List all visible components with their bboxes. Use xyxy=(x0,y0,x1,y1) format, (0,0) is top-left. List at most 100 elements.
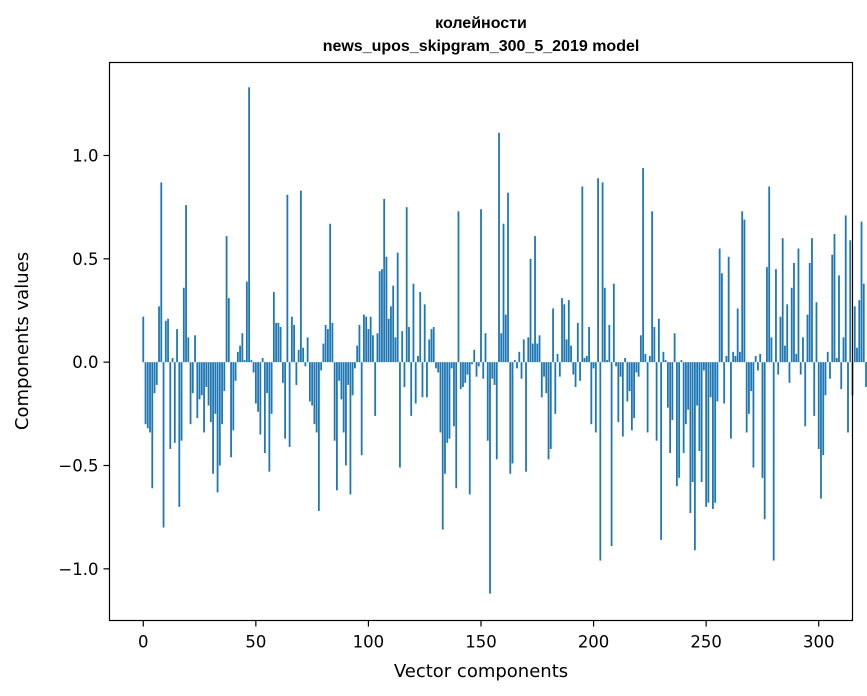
bar-248 xyxy=(700,362,703,483)
bar-81 xyxy=(324,324,327,363)
bar-3 xyxy=(149,362,151,433)
x-tick-label: 0 xyxy=(138,633,149,652)
bar-80 xyxy=(322,343,325,363)
bar-61 xyxy=(279,327,282,363)
bar-233 xyxy=(666,362,669,408)
bar-36 xyxy=(223,362,226,392)
bar-123 xyxy=(419,291,422,363)
bar-313 xyxy=(847,362,849,433)
bar-318 xyxy=(858,300,861,363)
bar-253 xyxy=(712,362,714,509)
y-tick-label: −0.5 xyxy=(58,457,98,476)
bar-312 xyxy=(844,215,847,363)
bar-69 xyxy=(297,349,300,363)
bar-21 xyxy=(189,362,192,425)
bar-204 xyxy=(601,182,604,363)
bar-257 xyxy=(721,273,723,363)
bar-22 xyxy=(191,362,194,394)
bar-260 xyxy=(727,256,730,363)
bar-92 xyxy=(349,362,352,495)
bar-93 xyxy=(351,362,354,396)
bar-72 xyxy=(304,362,307,367)
bar-106 xyxy=(381,269,383,363)
bar-169 xyxy=(522,339,525,363)
bar-314 xyxy=(849,240,852,363)
bar-229 xyxy=(657,318,660,363)
bar-160 xyxy=(502,223,505,363)
bar-287 xyxy=(788,362,791,383)
bar-213 xyxy=(621,362,624,437)
bar-58 xyxy=(272,291,275,363)
bar-54 xyxy=(263,362,266,454)
bar-250 xyxy=(705,362,708,507)
bar-168 xyxy=(520,362,523,379)
bar-317 xyxy=(856,347,858,363)
bar-143 xyxy=(464,362,467,383)
bar-188 xyxy=(565,339,568,363)
bar-170 xyxy=(525,362,527,472)
bar-265 xyxy=(739,351,741,363)
bar-7 xyxy=(158,306,160,363)
bar-281 xyxy=(775,269,777,363)
bar-59 xyxy=(275,322,278,363)
bar-200 xyxy=(592,362,595,369)
bar-147 xyxy=(473,349,476,363)
y-axis: −1.0 −0.5 0.0 0.5 1.0 xyxy=(58,147,110,579)
bar-45 xyxy=(243,360,246,363)
bar-219 xyxy=(635,362,638,373)
bar-149 xyxy=(477,362,480,367)
bar-4 xyxy=(151,362,154,489)
bar-262 xyxy=(732,351,735,363)
bar-31 xyxy=(212,362,214,474)
bar-27 xyxy=(203,362,205,433)
bar-11 xyxy=(167,318,169,363)
bar-199 xyxy=(590,362,593,425)
bar-291 xyxy=(797,248,800,363)
bar-44 xyxy=(241,333,244,363)
bar-321 xyxy=(865,362,867,387)
bar-85 xyxy=(333,362,336,441)
bar-297 xyxy=(811,238,813,363)
bar-52 xyxy=(259,362,262,435)
bar-26 xyxy=(200,362,203,396)
bar-311 xyxy=(842,337,845,363)
bar-191 xyxy=(572,362,575,375)
bar-217 xyxy=(630,362,633,431)
bar-221 xyxy=(639,335,642,363)
bar-178 xyxy=(543,362,545,377)
bar-131 xyxy=(437,362,440,373)
bar-208 xyxy=(610,362,613,547)
bar-182 xyxy=(552,308,554,363)
bar-236 xyxy=(673,333,676,363)
bar-70 xyxy=(299,190,302,363)
bar-99 xyxy=(365,316,368,363)
bar-212 xyxy=(619,362,622,377)
bar-305 xyxy=(829,362,831,379)
bar-211 xyxy=(617,362,620,423)
bar-5 xyxy=(153,362,156,394)
bar-49 xyxy=(252,362,255,373)
bar-298 xyxy=(813,362,816,416)
bar-41 xyxy=(234,362,237,381)
bar-316 xyxy=(853,306,856,363)
bar-209 xyxy=(612,283,615,363)
bar-187 xyxy=(563,304,566,363)
bar-171 xyxy=(527,337,530,363)
bar-258 xyxy=(723,362,726,404)
bar-180 xyxy=(547,362,550,460)
bar-35 xyxy=(221,362,223,425)
bar-6 xyxy=(155,362,158,385)
bar-77 xyxy=(315,362,318,433)
bar-189 xyxy=(567,300,570,363)
bar-121 xyxy=(414,362,417,404)
x-tick-label: 300 xyxy=(803,633,835,652)
bar-25 xyxy=(198,362,201,400)
bar-266 xyxy=(741,211,744,363)
bar-33 xyxy=(216,362,219,493)
bar-290 xyxy=(795,353,798,363)
bar-249 xyxy=(703,362,705,371)
bar-124 xyxy=(421,362,424,398)
bar-152 xyxy=(484,333,487,363)
bar-1 xyxy=(144,362,147,425)
bar-205 xyxy=(603,287,606,363)
